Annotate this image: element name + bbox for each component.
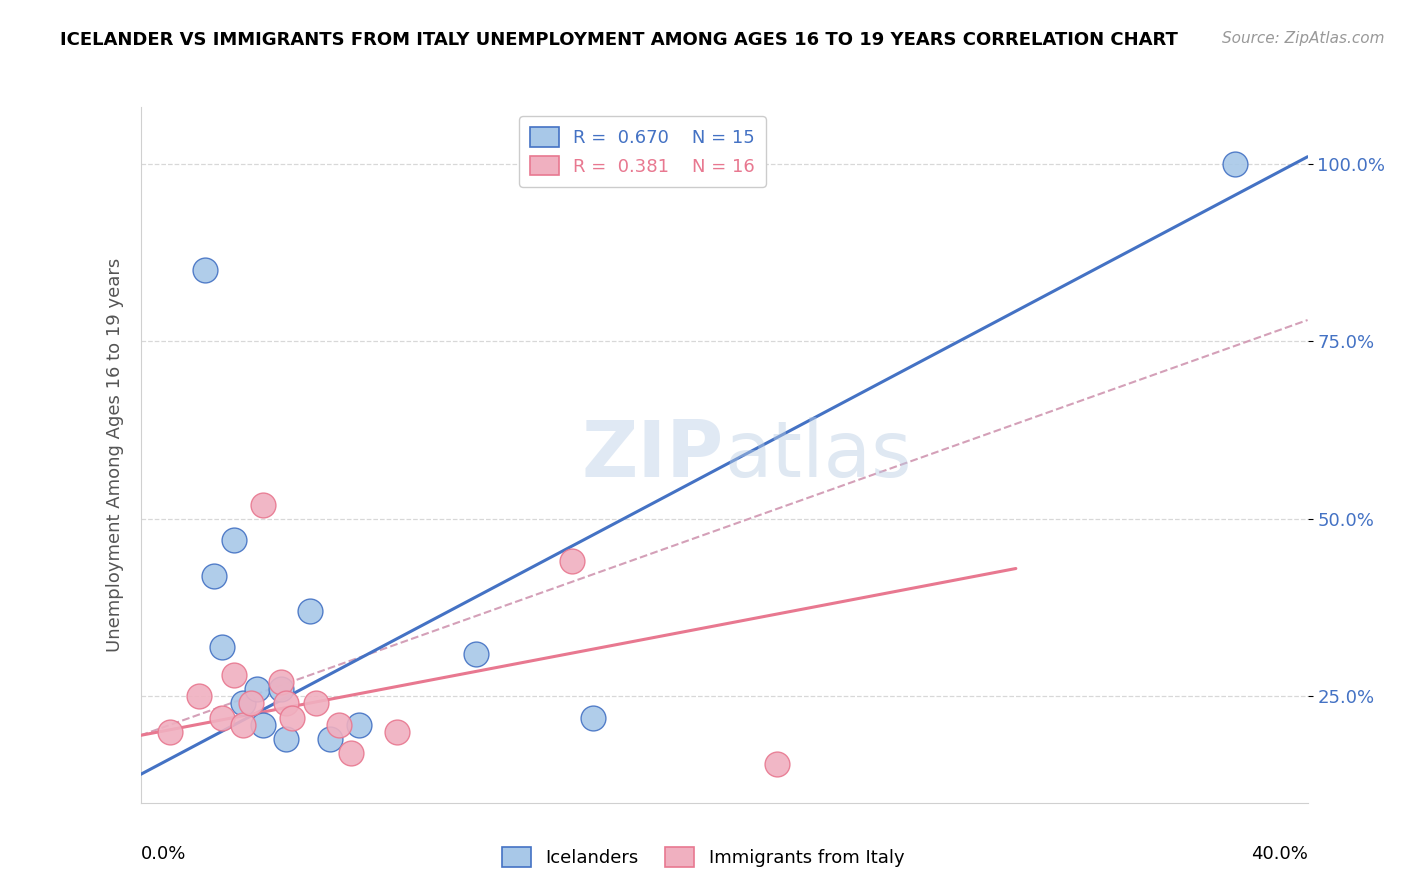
Text: 40.0%: 40.0%: [1251, 845, 1308, 863]
Point: [339, 746, 361, 760]
Point: [232, 697, 254, 711]
Point: [252, 498, 274, 512]
Text: atlas: atlas: [724, 417, 911, 493]
Point: [387, 724, 409, 739]
Point: [561, 554, 583, 568]
Legend: Icelanders, Immigrants from Italy: Icelanders, Immigrants from Italy: [495, 839, 911, 874]
Point: [222, 533, 245, 548]
Point: [765, 756, 787, 771]
Text: 0.0%: 0.0%: [141, 845, 186, 863]
Point: [298, 604, 321, 618]
Point: [276, 731, 298, 746]
Point: [222, 668, 245, 682]
Y-axis label: Unemployment Among Ages 16 to 19 years: Unemployment Among Ages 16 to 19 years: [105, 258, 124, 652]
Point: [465, 647, 488, 661]
Point: [328, 717, 350, 731]
Text: ZIP: ZIP: [582, 417, 724, 493]
Point: [281, 710, 304, 724]
Point: [304, 697, 326, 711]
Point: [240, 697, 263, 711]
Point: [270, 682, 292, 697]
Point: [194, 263, 217, 277]
Point: [202, 568, 225, 582]
Point: [187, 690, 211, 704]
Point: [211, 710, 233, 724]
Point: [582, 710, 605, 724]
Point: [276, 697, 298, 711]
Point: [232, 717, 254, 731]
Point: [246, 682, 269, 697]
Text: ICELANDER VS IMMIGRANTS FROM ITALY UNEMPLOYMENT AMONG AGES 16 TO 19 YEARS CORREL: ICELANDER VS IMMIGRANTS FROM ITALY UNEMP…: [59, 31, 1178, 49]
Point: [270, 675, 292, 690]
Text: Source: ZipAtlas.com: Source: ZipAtlas.com: [1222, 31, 1385, 46]
Point: [159, 724, 181, 739]
Point: [252, 717, 274, 731]
Point: [1223, 157, 1246, 171]
Point: [211, 640, 233, 654]
Point: [319, 731, 342, 746]
Legend: R =  0.670    N = 15, R =  0.381    N = 16: R = 0.670 N = 15, R = 0.381 N = 16: [519, 116, 766, 186]
Point: [349, 717, 371, 731]
